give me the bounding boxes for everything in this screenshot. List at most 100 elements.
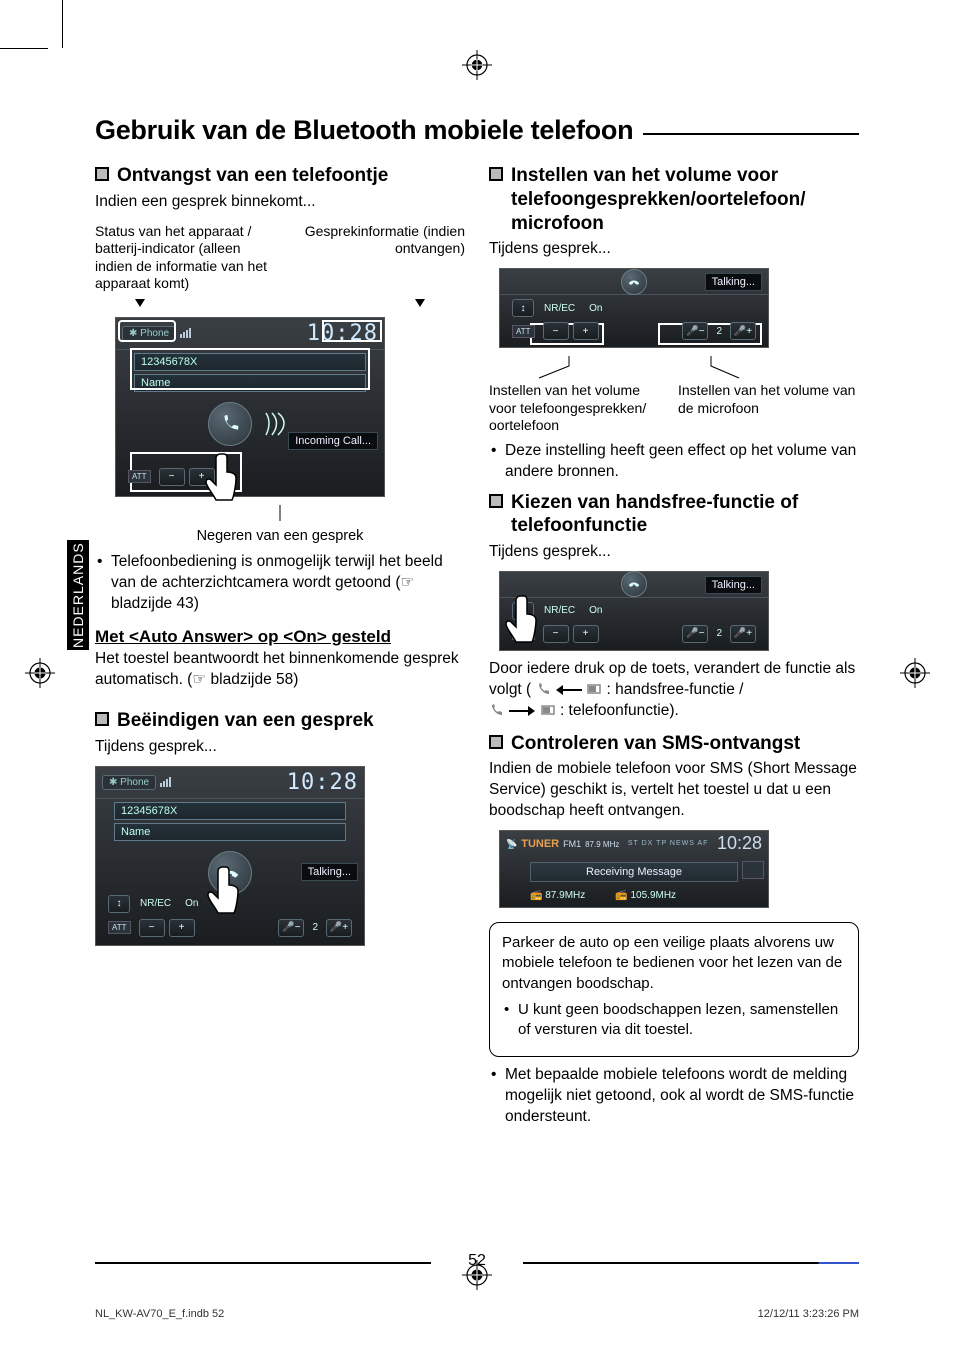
callout-row: Status van het apparaat / batterij-indic… <box>95 223 465 293</box>
text-during-call-2: Tijdens gesprek... <box>489 239 859 260</box>
callout-call-info: Gesprekinformatie (indien ontvangen) <box>284 223 465 293</box>
heading-receive-call: Ontvangst van een telefoontje <box>95 164 465 188</box>
att-badge: ATT <box>128 470 151 483</box>
registration-mark-icon <box>25 658 55 688</box>
nrec-value: On <box>585 605 606 616</box>
crop-mark <box>62 0 63 48</box>
handset-icon <box>536 683 552 697</box>
name-field: Name <box>114 823 346 841</box>
handset-icon <box>489 704 505 718</box>
page-number: 52 <box>95 1252 859 1270</box>
vol-up-button[interactable]: + <box>189 468 215 486</box>
callout-mic-volume: Instellen van het volume van de microfoo… <box>678 382 859 435</box>
arrow-right-icon <box>509 706 535 716</box>
mode-button[interactable]: ↕ <box>512 299 534 317</box>
vol-up-button[interactable]: + <box>169 919 195 937</box>
mic-up-button[interactable]: 🎤+ <box>730 625 756 643</box>
device-icon <box>540 704 556 718</box>
crop-mark <box>0 48 48 49</box>
bullet-camera-note: Telefoonbediening is onmogelijk terwijl … <box>95 552 465 615</box>
vol-up-button[interactable]: + <box>573 322 599 340</box>
mic-down-button[interactable]: 🎤− <box>682 625 708 643</box>
nrec-value: On <box>585 303 606 314</box>
arrow-left-icon <box>556 685 582 695</box>
tuner-freq: 87.9 MHz <box>585 840 619 849</box>
caption-ignore: Negeren van een gesprek <box>95 527 465 547</box>
hangup-button[interactable] <box>208 851 252 895</box>
preset-1[interactable]: 📻 87.9MHz <box>530 890 585 901</box>
mic-down-button[interactable]: 🎤− <box>278 919 304 937</box>
vol-down-button[interactable]: − <box>139 919 165 937</box>
side-button[interactable] <box>742 861 764 879</box>
device-screenshot-volume: Talking... ↕ NR/EC On ATT − + 🎤− 2 🎤+ <box>499 268 769 348</box>
right-column: Instellen van het volume voor telefoonge… <box>489 156 859 1134</box>
antenna-icon: 📡 <box>506 839 517 850</box>
clock: 10:28 <box>717 833 762 854</box>
mic-up-button[interactable]: 🎤+ <box>326 919 352 937</box>
mic-level: 2 <box>712 628 726 639</box>
arrow-down-icon <box>415 299 425 307</box>
text-during-call-3: Tijdens gesprek... <box>489 542 859 563</box>
text-auto-answer: Het toestel beantwoordt het binnenkomend… <box>95 649 465 691</box>
text-during-call-1: Tijdens gesprek... <box>95 737 465 758</box>
mode-button[interactable]: ↕ <box>108 895 130 913</box>
mic-level: 2 <box>308 922 322 933</box>
text-toggle: Door iedere druk op de toets, verandert … <box>489 659 859 722</box>
arrow-down-icon <box>135 299 145 307</box>
bullet-sms-note: Met bepaalde mobiele telefoons wordt de … <box>489 1065 859 1128</box>
left-column: Ontvangst van een telefoontje Indien een… <box>95 156 465 1134</box>
callout-lines <box>499 356 789 380</box>
mic-level: 2 <box>712 326 726 337</box>
call-status: Talking... <box>705 576 762 594</box>
mic-down-button[interactable]: 🎤− <box>682 322 708 340</box>
source-badge: ✱ Phone <box>122 326 176 341</box>
call-status: Talking... <box>301 863 358 881</box>
vol-up-button[interactable]: + <box>573 625 599 643</box>
print-footer: NL_KW-AV70_E_f.indb 52 12/12/11 3:23:26 … <box>95 1308 859 1320</box>
warning-text: Parkeer de auto op een veilige plaats al… <box>502 933 846 994</box>
callout-row: Instellen van het volume voor telefoonge… <box>489 382 859 435</box>
registration-mark-icon <box>462 50 492 80</box>
tuner-flags: ST DX TP NEWS AF <box>628 840 709 847</box>
hangup-button[interactable] <box>621 571 647 597</box>
hangup-button[interactable] <box>621 269 647 295</box>
nrec-label: NR/EC <box>134 898 177 909</box>
heading-handsfree: Kiezen van handsfree-functie of telefoon… <box>489 491 859 539</box>
text-incoming: Indien een gesprek binnekomt... <box>95 192 465 213</box>
tuner-band: FM1 <box>563 839 581 849</box>
mic-up-button[interactable]: 🎤+ <box>730 322 756 340</box>
callout-phone-volume: Instellen van het volume voor telefoonge… <box>489 382 670 435</box>
call-status: Talking... <box>705 273 762 291</box>
phone-number-field: 12345678X <box>114 802 346 820</box>
device-screenshot-tuner: 📡 TUNER FM1 87.9 MHz ST DX TP NEWS AF 10… <box>499 830 769 908</box>
footer-timestamp: 12/12/11 3:23:26 PM <box>758 1308 859 1320</box>
device-icon <box>586 683 602 697</box>
page-title: Gebruik van de Bluetooth mobiele telefoo… <box>95 115 859 146</box>
callout-line <box>250 505 310 525</box>
nrec-label: NR/EC <box>538 303 581 314</box>
language-tab: NEDERLANDS <box>67 540 89 650</box>
phone-number-field: 12345678X <box>134 353 366 371</box>
clock: 10:28 <box>287 770 358 795</box>
signal-icon <box>160 777 171 787</box>
vol-down-button[interactable]: − <box>543 625 569 643</box>
device-screenshot-talking: ✱ Phone 10:28 12345678X Name Talking... … <box>95 766 365 946</box>
nrec-value: On <box>181 898 202 909</box>
source-badge: ✱ Phone <box>102 775 156 790</box>
att-badge: ATT <box>512 627 535 640</box>
tuner-label: TUNER <box>521 838 559 850</box>
clock: 10:28 <box>307 321 378 346</box>
warning-box: Parkeer de auto op een veilige plaats al… <box>489 922 859 1057</box>
callout-device-status: Status van het apparaat / batterij-indic… <box>95 223 276 293</box>
preset-2[interactable]: 📻 105.9MHz <box>615 890 676 901</box>
registration-mark-icon <box>900 658 930 688</box>
call-status: Incoming Call... <box>288 432 378 450</box>
mode-button[interactable]: ↕ <box>512 602 534 620</box>
device-screenshot-handsfree: Talking... ↕ NR/EC On ATT − + 🎤− 2 🎤+ <box>499 571 769 651</box>
receiving-message: Receiving Message <box>530 862 738 882</box>
answer-button[interactable] <box>208 402 252 446</box>
att-badge: ATT <box>512 325 535 338</box>
footer-filename: NL_KW-AV70_E_f.indb 52 <box>95 1308 224 1320</box>
vol-down-button[interactable]: − <box>159 468 185 486</box>
vol-down-button[interactable]: − <box>543 322 569 340</box>
